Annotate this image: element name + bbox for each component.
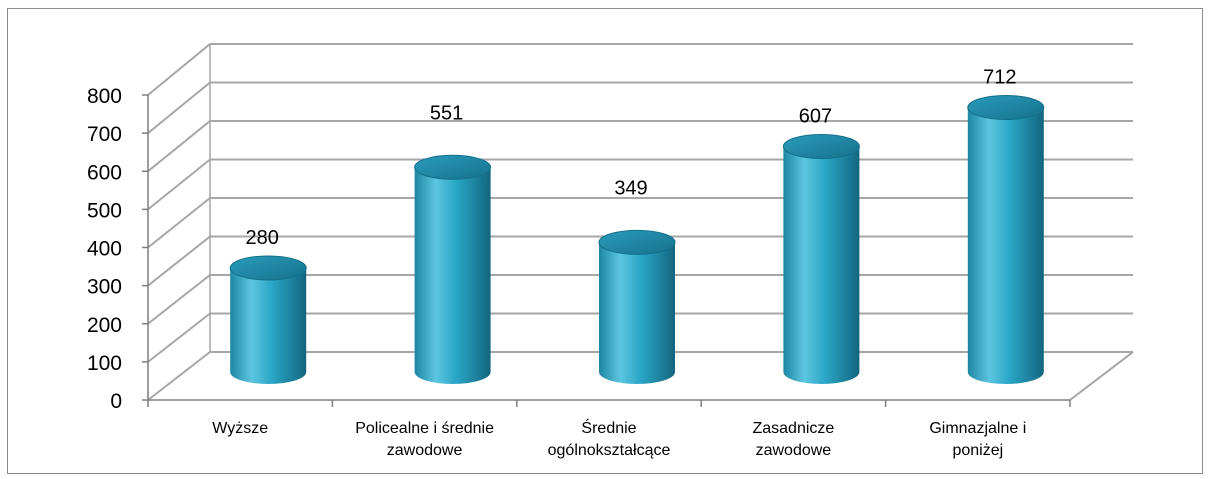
y-tick-label: 700 [87,123,122,146]
y-tick-label: 500 [87,199,122,222]
axes [142,94,1071,407]
data-label: 712 [983,66,1016,88]
chart-frame [7,8,1203,474]
bar-top [598,229,676,255]
gridline-side [147,312,211,363]
gridline-side [147,235,211,287]
y-tick-label: 100 [87,352,122,375]
data-label: 349 [614,177,647,199]
bar-body [967,107,1044,385]
x-tick-label: Gimnazjalne i poniżej [929,420,1026,459]
gridline-side [147,197,211,249]
x-axis-labels: Wyższe Policealne i średnie zawodowe Średni… [212,418,1026,459]
gridline-side [147,81,211,134]
x-tick-label: Policealne i średnie zawodowe [355,420,494,459]
gridline-side [147,120,211,173]
bar [414,154,492,384]
bar-body [230,267,307,384]
bars [229,94,1045,385]
bar [229,255,307,384]
x-tick-label: Zasadnicze zawodowe [752,420,834,459]
bar [782,133,860,384]
bar-top [414,154,492,180]
bar-top [782,133,860,159]
x-tick-label: Wyższe [212,420,268,437]
y-tick-label: 200 [87,314,122,337]
bar-body [783,146,860,384]
y-tick-label: 0 [110,390,122,413]
x-tick-label: Średnie ogólnokształcące [548,418,671,459]
value-labels: 280 551 349 607 712 [246,66,1017,248]
y-tick-label: 800 [87,85,122,108]
gridline-side [147,274,211,325]
data-label: 280 [246,227,279,249]
y-axis-tick-labels: 0 100 200 300 400 500 600 700 800 [87,85,122,413]
bar [598,229,676,384]
floor-right-edge [1069,351,1134,401]
gridline-side [147,43,211,96]
y-tick-label: 600 [87,161,122,184]
bar-body [414,167,491,384]
y-tick-label: 300 [87,276,122,299]
y-tick-label: 400 [87,238,122,261]
bar-top [229,255,307,281]
bar-top [967,94,1045,120]
bar-body [599,242,675,384]
gridline-side [147,158,211,211]
bar [967,94,1045,385]
data-label: 551 [430,102,463,124]
data-label: 607 [799,105,832,127]
gridline-side [147,351,211,401]
